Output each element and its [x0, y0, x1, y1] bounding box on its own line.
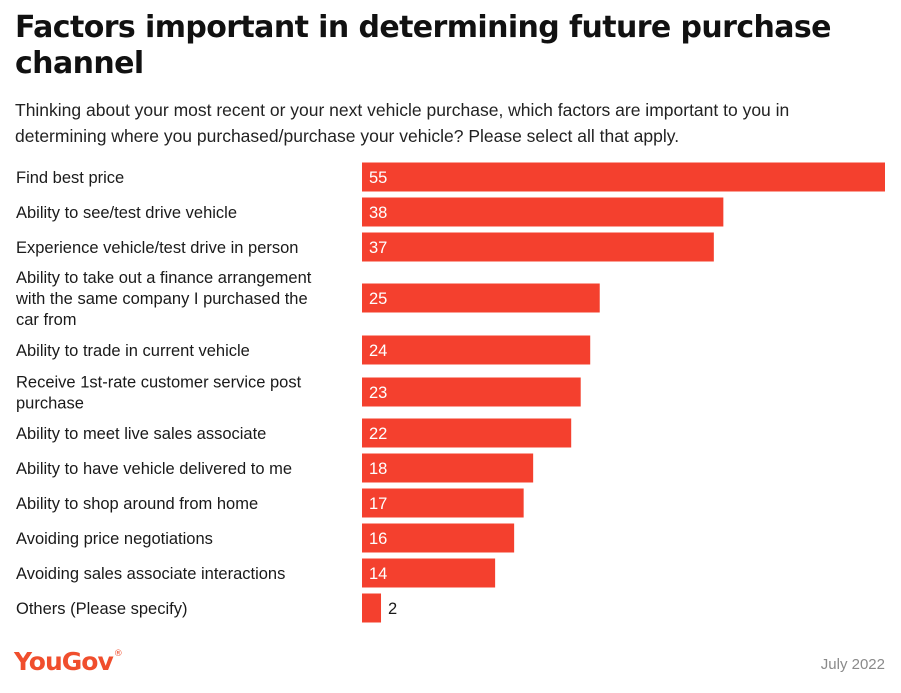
data-label-1: 55	[369, 169, 387, 187]
bar-4	[362, 283, 600, 313]
bar-2	[362, 197, 724, 227]
chart-subtitle: Thinking about your most recent or your …	[15, 100, 790, 146]
data-label-3: 37	[369, 239, 387, 257]
data-label-12: 2	[388, 600, 397, 618]
data-label-8: 18	[369, 460, 387, 478]
data-label-11: 14	[369, 565, 387, 583]
bar-8	[362, 453, 534, 483]
data-label-2: 38	[369, 204, 387, 222]
date-label: July 2022	[820, 656, 885, 673]
data-label-6: 23	[369, 384, 387, 402]
category-label-6: Receive 1st-rate customer service post pu…	[16, 374, 302, 413]
category-label-12: Others (Please specify)	[16, 600, 187, 618]
category-label-7: Ability to meet live sales associate	[16, 425, 266, 443]
category-label-11: Avoiding sales associate interactions	[16, 565, 285, 583]
bar-12	[362, 593, 382, 623]
bar-3	[362, 232, 714, 262]
bar-6	[362, 377, 581, 407]
category-label-9: Ability to shop around from home	[16, 495, 258, 513]
category-label-10: Avoiding price negotiations	[16, 530, 213, 548]
category-label-1: Find best price	[16, 169, 124, 187]
category-label-5: Ability to trade in current vehicle	[16, 342, 250, 360]
logo-trademark-mark: ®	[113, 649, 123, 659]
category-label-8: Ability to have vehicle delivered to me	[16, 460, 292, 478]
data-label-5: 24	[369, 342, 387, 360]
category-label-4: Ability to take out a finance arrangemen…	[15, 269, 312, 329]
category-label-2: Ability to see/test drive vehicle	[16, 204, 237, 222]
data-label-10: 16	[369, 530, 387, 548]
yougov-logo: YouGov®	[14, 647, 123, 676]
bar-5	[362, 335, 591, 365]
data-label-9: 17	[369, 495, 387, 513]
bar-1	[362, 162, 885, 192]
bar-11	[362, 558, 496, 588]
chart-title: Factors important in determining future …	[15, 10, 832, 81]
bar-10	[362, 523, 515, 553]
logo-text: YouGov	[14, 647, 114, 676]
category-label-3: Experience vehicle/test drive in person	[16, 239, 298, 257]
bar-7	[362, 418, 572, 448]
data-label-4: 25	[369, 290, 387, 308]
bar-9	[362, 488, 524, 518]
data-label-7: 22	[369, 425, 387, 443]
